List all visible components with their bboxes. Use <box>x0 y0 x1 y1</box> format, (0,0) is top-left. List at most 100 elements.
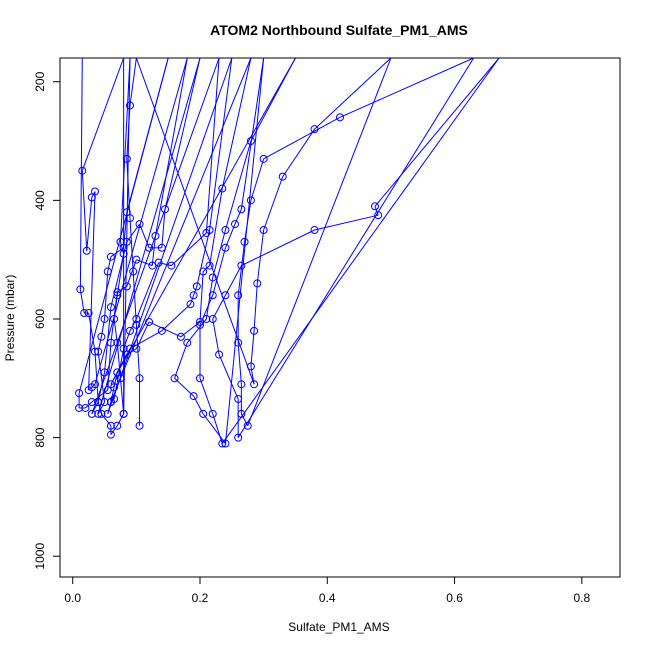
data-point <box>122 350 131 359</box>
series-segment <box>247 57 392 426</box>
data-point <box>100 398 109 407</box>
series-segment <box>209 188 223 266</box>
data-point <box>221 226 230 235</box>
data-point <box>106 338 115 347</box>
data-point <box>202 314 211 323</box>
y-tick-label: 800 <box>33 427 47 447</box>
data-point <box>189 291 198 300</box>
series-segment <box>104 307 112 373</box>
data-point <box>234 395 243 404</box>
data-point <box>132 255 141 264</box>
series-segment <box>205 57 220 234</box>
series-segment <box>250 366 255 385</box>
series-segment <box>253 283 258 331</box>
data-point <box>116 374 125 383</box>
data-point <box>103 386 112 395</box>
series-segment <box>212 229 226 278</box>
data-point <box>250 326 259 335</box>
series-segment <box>86 197 93 251</box>
data-point <box>196 320 204 329</box>
series-segment <box>161 303 191 332</box>
series-segment <box>218 354 239 400</box>
data-point <box>87 409 96 418</box>
data-point <box>371 202 379 211</box>
series-segment <box>136 259 153 267</box>
data-point <box>106 398 115 407</box>
data-point <box>113 338 122 347</box>
series-segment <box>224 140 252 231</box>
series-segment <box>97 336 102 352</box>
series-segment <box>110 57 296 385</box>
data-point <box>113 291 122 300</box>
y-tick-label: 400 <box>33 190 47 210</box>
series-segment <box>237 241 246 296</box>
data-point <box>126 214 134 223</box>
data-point <box>176 332 185 341</box>
data-point <box>151 231 160 240</box>
series-segment <box>135 262 160 320</box>
data-point <box>103 267 112 276</box>
series-segment <box>224 223 236 248</box>
data-point <box>192 282 201 291</box>
series-segment <box>209 57 233 231</box>
data-point <box>106 380 115 389</box>
y-tick-label: 1000 <box>33 543 47 570</box>
series-segment <box>164 57 201 210</box>
series-segment <box>135 321 150 349</box>
series-segment <box>202 265 210 272</box>
data-point <box>91 347 99 356</box>
data-point <box>234 338 243 347</box>
series-segment <box>196 229 211 287</box>
series-segment <box>221 57 500 444</box>
data-point <box>122 154 131 163</box>
series-segment <box>81 170 88 251</box>
data-point <box>189 392 198 401</box>
series-segment <box>174 342 188 379</box>
series-segment <box>240 413 249 426</box>
data-point <box>75 403 84 412</box>
y-tick-label: 600 <box>33 309 47 329</box>
series-segment <box>314 57 392 130</box>
data-point <box>240 237 249 246</box>
data-point <box>129 267 138 276</box>
series-segment <box>126 105 131 159</box>
data-point <box>183 338 192 347</box>
marker-layer <box>75 101 383 448</box>
series-segment <box>199 271 204 322</box>
series-segment <box>189 295 195 305</box>
series-segment <box>250 158 265 201</box>
series-segment <box>132 271 137 325</box>
series-segment <box>282 128 315 177</box>
series-segment <box>234 209 242 225</box>
data-point <box>132 314 141 323</box>
series-segment <box>126 158 131 219</box>
series-segment <box>202 413 226 444</box>
x-tick-label: 0.8 <box>573 591 590 605</box>
data-point <box>167 261 176 270</box>
series-segment <box>161 209 166 248</box>
data-point <box>119 344 128 353</box>
y-axis: 200 400 600 800 1000 <box>33 71 61 570</box>
data-point <box>103 409 112 418</box>
data-point <box>119 243 128 252</box>
series-segment <box>154 57 188 237</box>
series-segment <box>119 57 131 242</box>
series-segment <box>240 57 265 210</box>
data-point <box>231 220 239 229</box>
data-point <box>97 409 106 418</box>
data-point <box>196 317 204 326</box>
series-segment <box>193 286 198 296</box>
data-point <box>259 154 268 163</box>
data-point <box>221 243 230 252</box>
data-point <box>208 409 217 418</box>
data-point <box>253 279 262 288</box>
data-point <box>154 258 163 267</box>
x-tick-label: 0.0 <box>64 591 81 605</box>
data-point <box>100 314 109 323</box>
data-point <box>170 374 179 383</box>
series-segment <box>110 425 118 435</box>
data-point <box>78 166 87 175</box>
data-point <box>132 320 141 329</box>
data-point <box>122 282 131 291</box>
series-segment <box>263 176 284 231</box>
